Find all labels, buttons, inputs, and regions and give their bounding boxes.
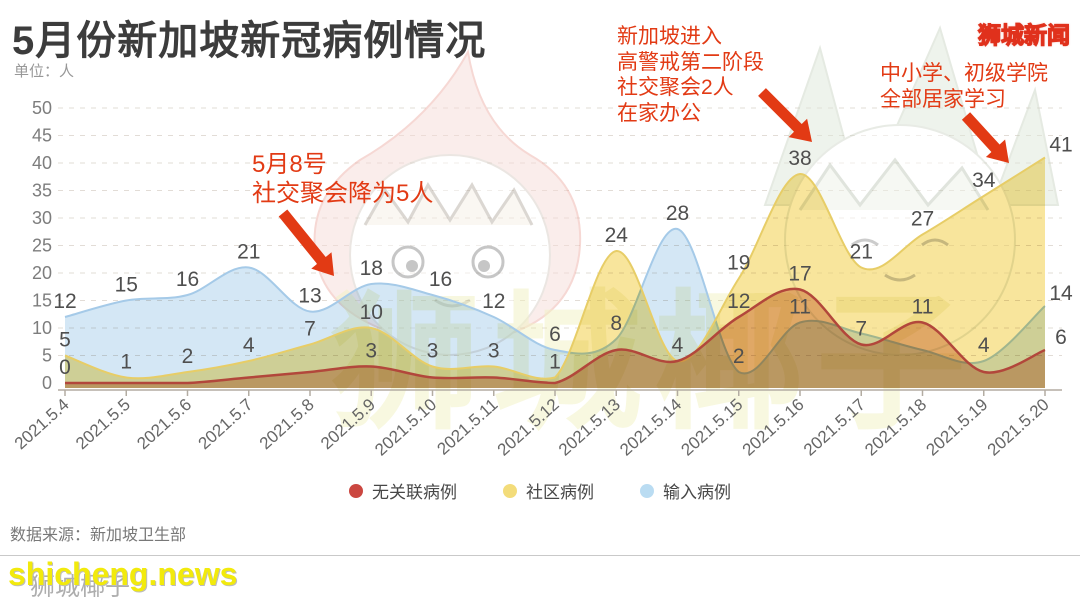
- y-tick-label: 45: [32, 126, 52, 146]
- point-label: 10: [360, 301, 383, 324]
- point-label: 12: [53, 290, 76, 313]
- mascot-name-watermark: 狮城椰子: [30, 573, 131, 597]
- point-label: 21: [850, 241, 873, 264]
- footer-divider: [0, 555, 1080, 556]
- point-label: 24: [605, 224, 629, 247]
- point-label: 41: [1049, 134, 1072, 157]
- point-label: 3: [488, 340, 500, 363]
- point-label: 15: [115, 274, 138, 297]
- y-tick-label: 30: [32, 208, 52, 228]
- annotation-arrow: [961, 112, 1009, 163]
- point-label: 7: [855, 318, 867, 341]
- point-label: 5: [59, 329, 71, 352]
- x-tick-label: 2021.5.8: [256, 395, 318, 453]
- point-label: 27: [911, 208, 934, 231]
- point-label: 6: [549, 323, 561, 346]
- y-axis-unit-label: 单位：人: [14, 63, 75, 80]
- y-tick-label: 20: [32, 263, 52, 283]
- point-label: 17: [788, 263, 811, 286]
- point-label: 0: [59, 356, 71, 379]
- point-label: 3: [365, 340, 377, 363]
- point-label: 4: [243, 334, 255, 357]
- annotation-heightened-alert-phase2: 新加坡进入 高警戒第二阶段 社交聚会2人 在家办公: [617, 25, 764, 125]
- point-label: 16: [176, 268, 199, 291]
- point-label: 11: [789, 296, 811, 319]
- y-tick-label: 50: [32, 98, 52, 118]
- point-label: 19: [727, 252, 750, 275]
- point-label: 21: [237, 241, 260, 264]
- brand-badge: 狮城新闻: [977, 21, 1070, 48]
- point-label: 2: [182, 345, 194, 368]
- legend-item-unlinked: 无关联病例: [349, 478, 457, 503]
- point-labels: 1250151162214137181031631236124828419122…: [53, 134, 1073, 380]
- y-tick-label: 10: [32, 318, 52, 338]
- legend-item-community: 社区病例: [503, 478, 594, 503]
- y-tick-label: 0: [42, 373, 52, 393]
- area-unlinked: [65, 288, 1045, 388]
- legend-label: 无关联病例: [372, 483, 457, 502]
- y-tick-label: 40: [32, 153, 52, 173]
- point-label: 12: [482, 290, 505, 313]
- legend-item-imported: 输入病例: [640, 478, 731, 503]
- point-label: 8: [610, 312, 622, 335]
- point-label: 1: [120, 351, 132, 374]
- annotation-arrow: [278, 209, 334, 276]
- site-url-watermark: shicheng.news: [8, 556, 238, 592]
- legend: 无关联病例 社区病例 输入病例: [0, 478, 1080, 503]
- page-title: 5月份新加坡新冠病例情况: [12, 19, 487, 63]
- annotation-schools-home-learning: 中小学、初级学院 全部居家学习: [880, 62, 1048, 111]
- point-label: 12: [727, 290, 750, 313]
- annotation-arrow: [758, 88, 812, 142]
- legend-label: 输入病例: [663, 483, 731, 502]
- y-tick-label: 5: [42, 346, 52, 366]
- x-tick-label: 2021.5.7: [195, 395, 257, 453]
- point-label: 11: [912, 296, 934, 319]
- point-label: 18: [360, 257, 383, 280]
- legend-dot-unlinked: [349, 483, 363, 498]
- y-tick-label: 25: [32, 236, 52, 256]
- y-tick-label: 35: [32, 181, 52, 201]
- covid-area-chart: 狮城椰子2021.5.42021.5.52021.5.62021.5.72021…: [11, 25, 1073, 460]
- point-label: 14: [1049, 282, 1073, 305]
- legend-dot-imported: [640, 483, 654, 498]
- point-label: 7: [304, 318, 316, 341]
- point-label: 34: [972, 169, 996, 192]
- x-tick-label: 2021.5.20: [984, 395, 1053, 460]
- series-areas: [64, 156, 1046, 388]
- y-tick-label: 15: [32, 291, 52, 311]
- point-label: 38: [788, 147, 811, 170]
- point-label: 28: [666, 202, 689, 225]
- annotation-may8-gathering-limit: 5月8号 社交聚会降为5人: [252, 151, 434, 208]
- point-label: 3: [427, 340, 439, 363]
- point-label: 13: [298, 285, 321, 308]
- point-label: 1: [549, 351, 561, 374]
- point-label: 16: [429, 268, 452, 291]
- data-source-note: 数据来源：新加坡卫生部: [10, 527, 187, 544]
- x-tick-label: 2021.5.4: [11, 395, 73, 453]
- line-community: [64, 156, 1046, 380]
- x-tick-label: 2021.5.5: [72, 395, 134, 453]
- point-label: 6: [1055, 326, 1067, 349]
- point-label: 2: [733, 345, 745, 368]
- line-unlinked: [65, 287, 1046, 385]
- legend-label: 社区病例: [526, 483, 594, 502]
- x-tick-label: 2021.5.6: [133, 395, 195, 453]
- legend-dot-community: [503, 483, 517, 498]
- point-label: 4: [672, 334, 684, 357]
- point-label: 4: [978, 334, 990, 357]
